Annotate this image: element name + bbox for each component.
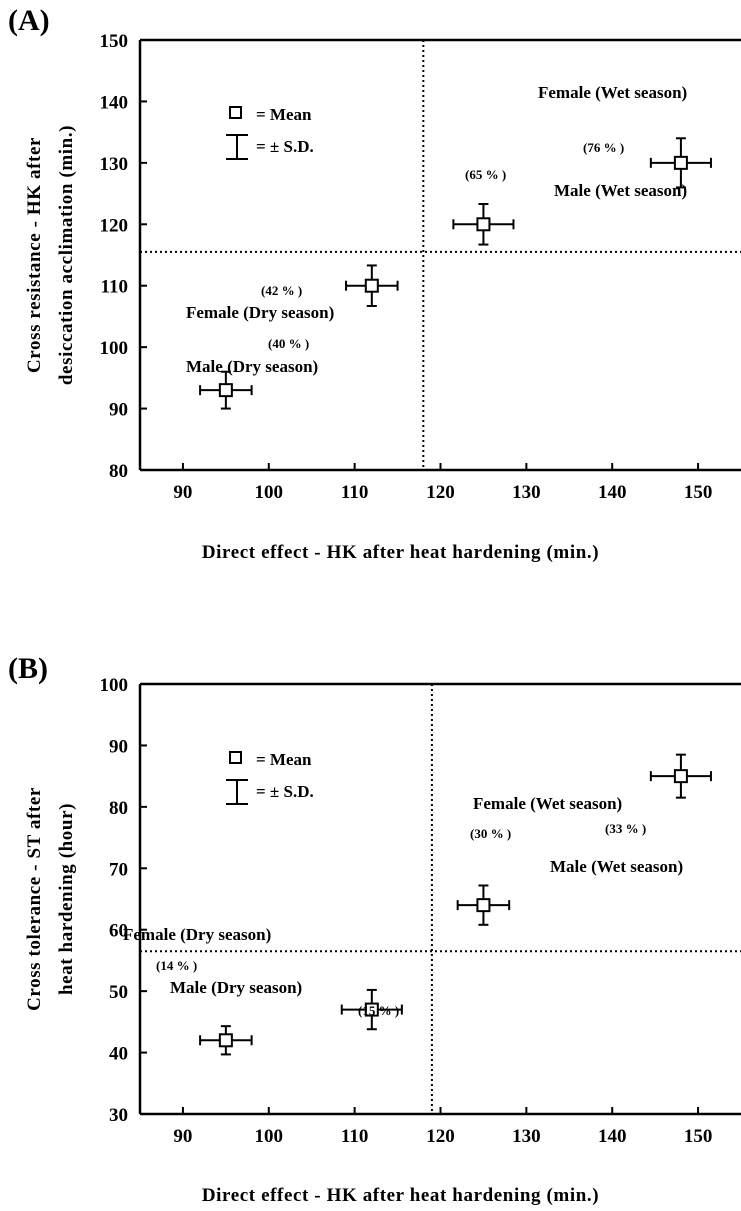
y-axis-label-line: desiccation acclimation (min.) — [56, 125, 77, 385]
x-axis-label: Direct effect - HK after heat hardening … — [202, 542, 599, 563]
y-tick-label: 100 — [100, 338, 129, 359]
legend-mean-label: = Mean — [256, 105, 312, 124]
percent-label: (65 % ) — [465, 167, 506, 182]
mean-marker — [673, 155, 688, 170]
panel-a: (A) 80 90 100 110 120 130 140 150 90 100 110 120 130 1… — [8, 4, 741, 563]
mean-marker — [476, 898, 491, 913]
y-tick-label: 80 — [109, 798, 128, 819]
y-tick-label: 110 — [101, 277, 128, 298]
x-tick-label: 120 — [426, 1126, 455, 1147]
x-tick-label: 90 — [173, 1126, 192, 1147]
y-tick-label: 150 — [100, 31, 129, 52]
y-axis-label-line: Cross tolerance - ST after — [24, 787, 45, 1011]
percent-label: (15 % ) — [358, 1003, 399, 1018]
y-tick-label: 140 — [100, 92, 129, 113]
y-tick-label: 80 — [109, 461, 128, 482]
x-tick-label: 140 — [598, 1126, 627, 1147]
mean-marker — [218, 383, 233, 398]
x-tick-label: 130 — [512, 1126, 541, 1147]
x-tick-label: 140 — [598, 482, 627, 503]
x-tick-label: 90 — [173, 482, 192, 503]
group-label: Female (Dry season) — [123, 925, 271, 944]
y-tick-label: 50 — [109, 982, 128, 1003]
percent-label: (76 % ) — [583, 140, 624, 155]
y-tick-label: 120 — [100, 215, 129, 236]
y-tick-label: 100 — [100, 675, 129, 696]
data-point — [199, 370, 253, 410]
x-tick-label: 100 — [255, 482, 284, 503]
mean-marker — [364, 278, 379, 293]
y-axis-label-line: heat hardening (hour) — [56, 803, 77, 995]
data-point — [452, 203, 515, 246]
legend-sd-label: = ± S.D. — [256, 137, 314, 156]
data-point — [649, 753, 712, 799]
y-tick-label: 60 — [109, 921, 128, 942]
group-label: Female (Wet season) — [473, 794, 622, 813]
data-point — [340, 988, 403, 1031]
x-tick-label: 110 — [341, 1126, 368, 1147]
x-axis-label: Direct effect - HK after heat hardening … — [202, 1185, 599, 1206]
y-tick-label: 90 — [109, 400, 128, 421]
data-point — [345, 264, 399, 307]
percent-label: (30 % ) — [470, 826, 511, 841]
y-axis-label-line: Cross resistance - HK after — [24, 137, 45, 373]
percent-label: (40 % ) — [268, 336, 309, 351]
x-tick-label: 150 — [684, 482, 713, 503]
percent-label: (14 % ) — [156, 958, 197, 973]
group-label: Male (Wet season) — [554, 181, 687, 200]
legend-mean-marker — [229, 751, 242, 764]
x-tick-label: 110 — [341, 482, 368, 503]
percent-label: (42 % ) — [261, 283, 302, 298]
group-label: Female (Dry season) — [186, 303, 334, 322]
mean-marker — [673, 769, 688, 784]
y-tick-label: 90 — [109, 736, 128, 757]
group-label: Male (Wet season) — [550, 857, 683, 876]
panel-b: (B) 30 40 50 60 70 80 90 100 90 100 110 120 130 140 150… — [8, 652, 741, 1206]
x-tick-label: 120 — [426, 482, 455, 503]
panel-label: (A) — [8, 4, 50, 37]
panel-label: (B) — [8, 652, 48, 685]
mean-marker — [476, 217, 491, 232]
mean-marker — [364, 1002, 379, 1017]
legend-sd-label: = ± S.D. — [256, 782, 314, 801]
y-tick-label: 30 — [109, 1105, 128, 1126]
y-tick-label: 130 — [100, 154, 129, 175]
y-tick-label: 70 — [109, 859, 128, 880]
mean-marker — [218, 1033, 233, 1048]
x-tick-label: 130 — [512, 482, 541, 503]
group-label: Male (Dry season) — [170, 978, 302, 997]
group-label: Male (Dry season) — [186, 357, 318, 376]
x-tick-label: 150 — [684, 1126, 713, 1147]
percent-label: (33 % ) — [605, 821, 646, 836]
data-point — [199, 1025, 253, 1056]
data-point — [456, 884, 511, 926]
legend-mean-label: = Mean — [256, 750, 312, 769]
x-tick-label: 100 — [255, 1126, 284, 1147]
y-tick-label: 40 — [109, 1044, 128, 1065]
group-label: Female (Wet season) — [538, 83, 687, 102]
data-point — [649, 137, 712, 189]
legend-mean-marker — [229, 106, 242, 119]
